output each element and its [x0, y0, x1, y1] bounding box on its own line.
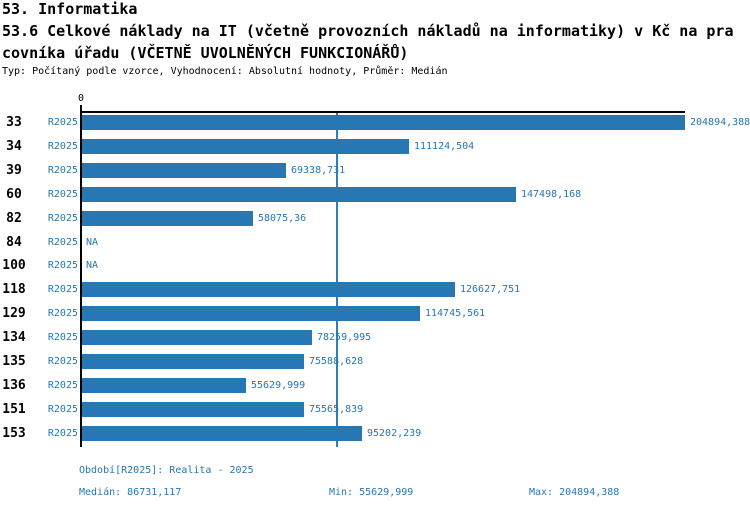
row-series-label: R2025 [47, 213, 78, 224]
row-id-label: 82 [6, 211, 22, 226]
bar [82, 330, 312, 345]
row-id-label: 34 [6, 139, 22, 154]
row-series-label: R2025 [47, 165, 78, 176]
footer-median-value: Medián: 86731,117 [79, 487, 182, 498]
row-id-label: 60 [6, 187, 22, 202]
row-id-label: 151 [2, 402, 26, 417]
bar [82, 163, 286, 178]
row-id-label: 153 [2, 426, 26, 441]
bar-value-label: 147498,168 [521, 189, 582, 200]
row-id-label: 135 [2, 354, 26, 369]
row-id-label: 39 [6, 163, 22, 178]
bar-value-label: 78259,995 [317, 332, 372, 343]
row-series-label: R2025 [47, 189, 78, 200]
bar [82, 402, 304, 417]
row-id-label: 134 [2, 330, 26, 345]
report-metric-title: 53.6 Celkové náklady na IT (včetně provo… [2, 22, 734, 40]
bar-value-label: 58075,36 [258, 213, 307, 224]
median-reference-line [336, 111, 338, 447]
bar [82, 354, 304, 369]
row-series-label: R2025 [47, 332, 78, 343]
row-series-label: R2025 [47, 260, 78, 271]
footer-max-value: Max: 204894,388 [529, 487, 620, 498]
row-id-label: 136 [2, 378, 26, 393]
x-axis-line [80, 111, 685, 113]
report-meta-info: Typ: Počítaný podle vzorce, Vyhodnocení:… [2, 66, 448, 77]
bar-value-label-na: NA [86, 260, 99, 271]
bar-value-label: 95202,239 [367, 428, 422, 439]
footer-period-label: Období[R2025]: Realita - 2025 [79, 465, 254, 476]
row-series-label: R2025 [47, 237, 78, 248]
y-axis-line [80, 105, 82, 447]
footer-min-value: Min: 55629,999 [329, 487, 414, 498]
bar [82, 187, 516, 202]
row-id-label: 118 [2, 282, 26, 297]
bar-value-label: 111124,504 [414, 141, 475, 152]
row-id-label: 129 [2, 306, 26, 321]
row-id-label: 84 [6, 235, 22, 250]
bar-value-label: 69338,731 [291, 165, 346, 176]
bar-value-label-na: NA [86, 237, 99, 248]
row-series-label: R2025 [47, 404, 78, 415]
x-axis-zero-tick-label: 0 [77, 93, 85, 104]
bar-value-label: 204894,388 [690, 117, 750, 128]
bar [82, 282, 455, 297]
report-section-title: 53. Informatika [2, 0, 138, 18]
bar-value-label: 55629,999 [251, 380, 306, 391]
report-metric-title-2: covníka úřadu (VČETNĚ UVOLNĚNÝCH FUNKCIO… [2, 44, 409, 62]
bar [82, 426, 362, 441]
row-id-label: 100 [2, 258, 26, 273]
row-series-label: R2025 [47, 117, 78, 128]
row-series-label: R2025 [47, 380, 78, 391]
bar [82, 378, 246, 393]
bar [82, 139, 409, 154]
row-series-label: R2025 [47, 428, 78, 439]
row-series-label: R2025 [47, 308, 78, 319]
bar [82, 306, 420, 321]
row-series-label: R2025 [47, 356, 78, 367]
row-series-label: R2025 [47, 141, 78, 152]
bar-value-label: 126627,751 [460, 284, 521, 295]
bar-value-label: 75565,839 [309, 404, 364, 415]
bar-value-label: 114745,561 [425, 308, 486, 319]
row-id-label: 33 [6, 115, 22, 130]
bar [82, 115, 685, 130]
bar [82, 211, 253, 226]
row-series-label: R2025 [47, 284, 78, 295]
bar-value-label: 75588,628 [309, 356, 364, 367]
